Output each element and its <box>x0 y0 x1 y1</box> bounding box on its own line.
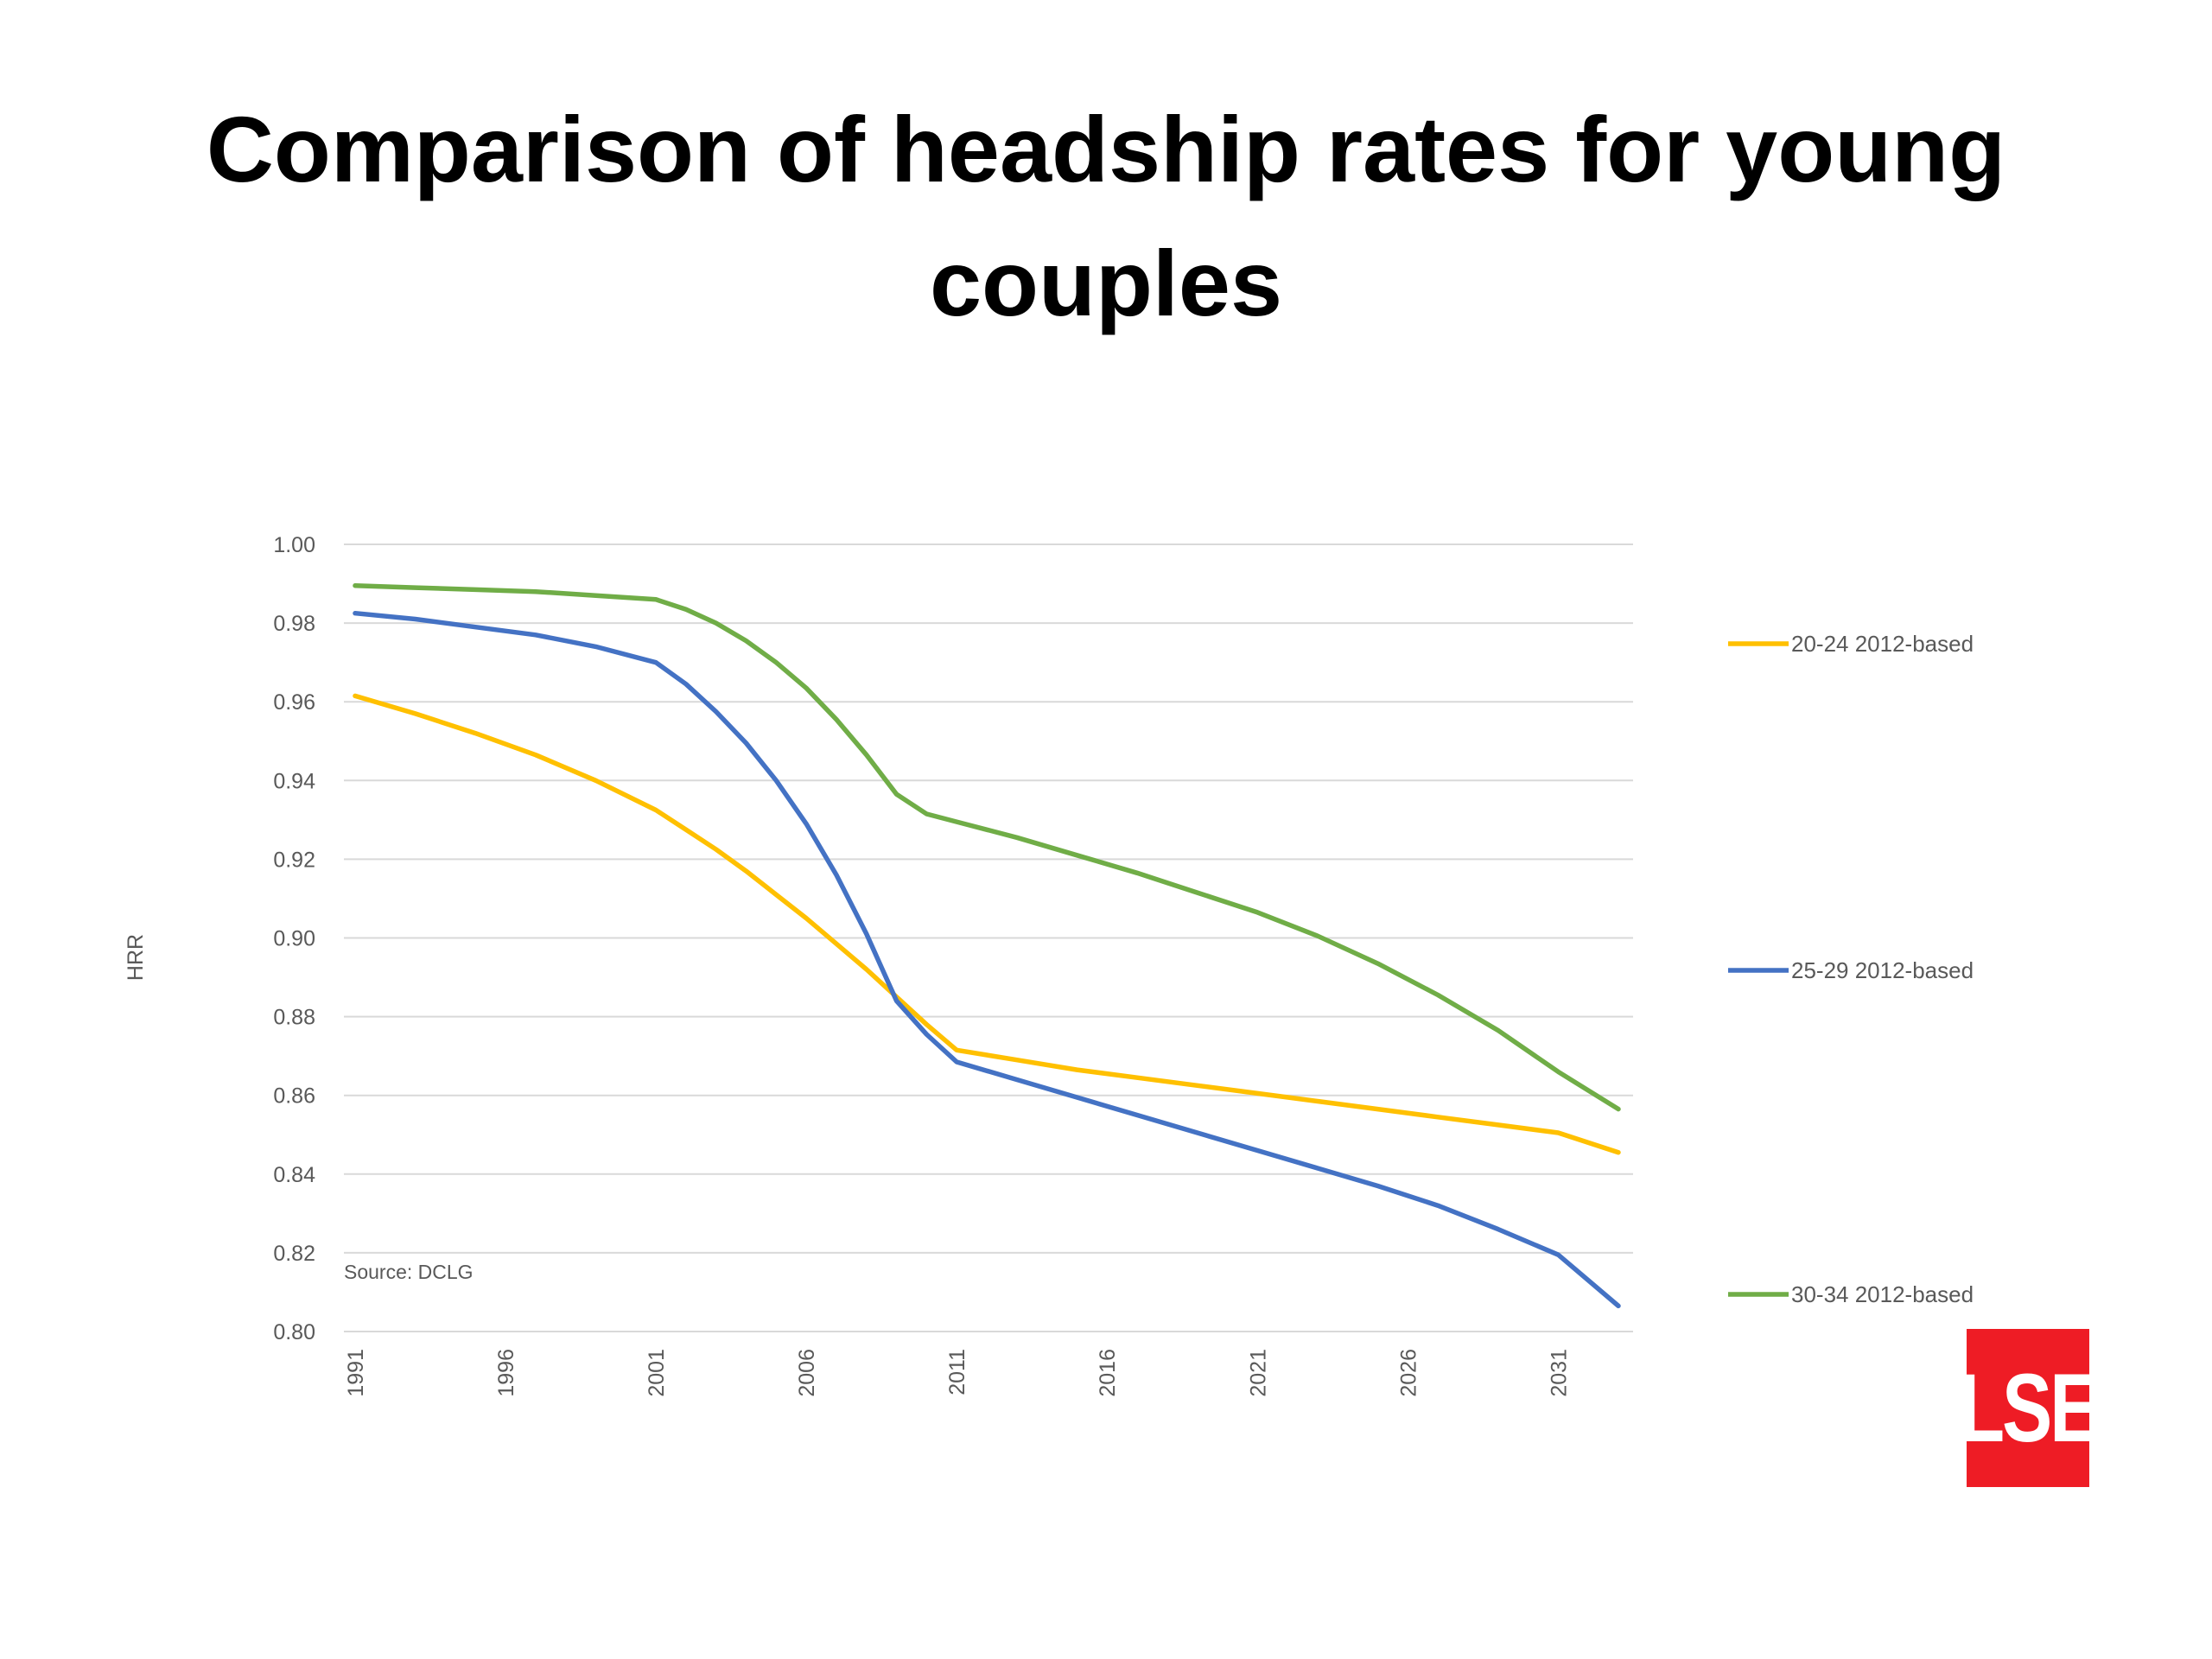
y-tick-label: 1.00 <box>273 533 315 557</box>
y-tick-label: 0.88 <box>273 1006 315 1030</box>
y-tick-label: 0.80 <box>273 1320 315 1344</box>
series-line <box>353 693 1621 1155</box>
series-line <box>353 583 1621 1112</box>
x-tick-label: 1991 <box>344 1349 368 1397</box>
y-tick-label: 0.86 <box>273 1084 315 1109</box>
legend: 20-24 2012-based 25-29 2012-based 30-34 20… <box>1728 631 1974 1307</box>
x-tick-label: 2011 <box>945 1349 969 1395</box>
source-annotation: Source: DCLG <box>344 1261 474 1283</box>
title-line-2: couples <box>929 231 1283 335</box>
legend-item: 25-29 2012-based <box>1728 957 1974 983</box>
y-axis-ticks: 0.80 0.82 0.84 0.86 0.88 0.90 0.92 0.94 0.96 0.98… <box>273 533 315 1344</box>
legend-label: 30-34 2012-based <box>1791 1281 1974 1307</box>
x-tick-label: 2016 <box>1096 1349 1120 1397</box>
lse-logo: LSE <box>1959 1329 2100 1487</box>
page-title: Comparison of headship rates for young c… <box>0 82 2212 350</box>
legend-label: 20-24 2012-based <box>1791 631 1974 657</box>
x-tick-label: 2021 <box>1246 1349 1270 1397</box>
x-tick-label: 2031 <box>1547 1349 1571 1397</box>
legend-item: 30-34 2012-based <box>1728 1281 1974 1307</box>
x-axis-ticks: 1991 1996 2001 2006 2011 2016 2021 2026 2031 <box>344 1349 1571 1397</box>
y-tick-label: 0.82 <box>273 1242 315 1266</box>
x-tick-label: 2001 <box>645 1349 669 1397</box>
x-tick-label: 2006 <box>795 1349 819 1397</box>
series-lines <box>353 583 1621 1309</box>
y-tick-label: 0.98 <box>273 612 315 636</box>
grid-lines <box>344 543 1633 1332</box>
x-tick-label: 1996 <box>494 1349 518 1397</box>
series-line <box>353 610 1621 1309</box>
x-tick-label: 2026 <box>1396 1349 1421 1397</box>
title-line-1: Comparison of headship rates for young <box>206 97 2006 201</box>
y-tick-label: 0.96 <box>273 690 315 715</box>
legend-item: 20-24 2012-based <box>1728 631 1974 657</box>
y-axis-label: HRR <box>124 934 148 981</box>
legend-label: 25-29 2012-based <box>1791 957 1974 983</box>
y-tick-label: 0.94 <box>273 769 315 793</box>
y-tick-label: 0.84 <box>273 1163 315 1187</box>
y-tick-label: 0.90 <box>273 927 315 951</box>
y-tick-label: 0.92 <box>273 848 315 872</box>
